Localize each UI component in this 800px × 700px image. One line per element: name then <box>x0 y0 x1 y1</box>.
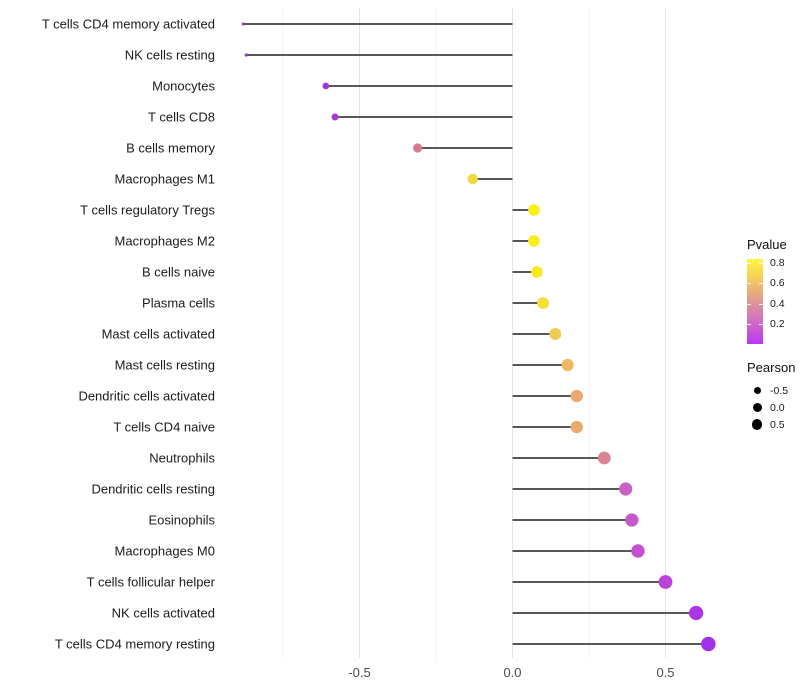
pvalue-legend-title: Pvalue <box>747 237 787 252</box>
pvalue-tick-label: 0.4 <box>770 297 785 310</box>
dot <box>570 389 583 403</box>
dot <box>570 420 583 434</box>
row-label: Dendritic cells activated <box>78 389 215 404</box>
pvalue-colorbar-wrap: 0.8 0.6 0.4 0.2 <box>747 257 787 344</box>
pearson-legend-item: 0.5 <box>747 416 795 433</box>
pearson-legend-item: -0.5 <box>747 382 795 399</box>
pvalue-tick-notch <box>747 323 751 325</box>
pearson-legend-label: 0.0 <box>770 401 785 414</box>
row-label: Macrophages M2 <box>115 234 215 249</box>
x-tick-label: 0.0 <box>503 665 521 680</box>
pearson-legend: Pearson -0.5 0.0 0.5 <box>747 360 795 433</box>
row-label: Neutrophils <box>149 451 215 466</box>
row-label: Mast cells activated <box>102 327 215 342</box>
row-label: B cells memory <box>126 141 215 156</box>
pearson-legend-item: 0.0 <box>747 399 795 416</box>
dot <box>619 482 633 496</box>
row-label: Eosinophils <box>149 513 216 528</box>
row-label: T cells CD4 naive <box>113 420 215 435</box>
dot <box>631 544 645 558</box>
pvalue-tick-notch <box>747 303 751 305</box>
dot <box>537 297 549 309</box>
dot <box>322 82 330 90</box>
pvalue-tick-notch <box>747 263 751 265</box>
dot <box>331 113 339 121</box>
pearson-legend-label: -0.5 <box>770 384 789 397</box>
pvalue-tick-label: 0.6 <box>770 277 785 290</box>
pearson-legend-title: Pearson <box>747 360 796 375</box>
row-label: T cells CD4 memory activated <box>42 17 215 32</box>
pvalue-colorbar-gradient <box>747 259 763 344</box>
dot <box>241 22 245 26</box>
row-label: T cells follicular helper <box>87 575 216 590</box>
pvalue-tick-notch <box>747 283 751 285</box>
dot <box>625 513 639 527</box>
pvalue-tick-notch <box>759 323 763 325</box>
pvalue-tick-notch <box>759 303 763 305</box>
pvalue-tick-label: 0.8 <box>770 257 785 270</box>
dot <box>467 173 478 185</box>
dot <box>658 575 673 589</box>
row-label: B cells naive <box>142 265 215 280</box>
row-label: T cells CD8 <box>148 110 215 125</box>
pvalue-tick-notch <box>759 283 763 285</box>
pvalue-tick-label: 0.2 <box>770 317 785 330</box>
row-label: NK cells activated <box>112 606 215 621</box>
row-label: Mast cells resting <box>115 358 215 373</box>
x-tick-label: -0.5 <box>348 665 370 680</box>
dot <box>561 358 574 372</box>
pvalue-tick-notch <box>759 263 763 265</box>
x-tick-label: 0.5 <box>656 665 674 680</box>
row-label: NK cells resting <box>125 48 215 63</box>
row-label: T cells regulatory Tregs <box>80 203 215 218</box>
pvalue-legend: Pvalue 0.8 0.6 0.4 0.2 <box>747 237 787 344</box>
dot <box>413 143 423 153</box>
row-label: T cells CD4 memory resting <box>55 637 215 652</box>
pearson-legend-dot <box>751 419 763 430</box>
dot <box>244 53 248 57</box>
dot <box>528 204 540 216</box>
row-label: Macrophages M1 <box>115 172 215 187</box>
dot <box>531 266 543 278</box>
dot <box>701 636 716 652</box>
pearson-legend-dot <box>752 403 762 412</box>
pearson-legend-label: 0.5 <box>770 418 785 431</box>
pearson-legend-items: -0.5 0.0 0.5 <box>747 382 795 433</box>
pearson-legend-dot <box>753 387 761 394</box>
dot <box>597 451 611 465</box>
row-label: Dendritic cells resting <box>91 482 215 497</box>
dot <box>528 235 540 247</box>
dot <box>549 328 562 340</box>
dot <box>688 605 704 621</box>
row-label: Plasma cells <box>142 296 215 311</box>
row-label: Monocytes <box>152 79 215 94</box>
row-label: Macrophages M0 <box>115 544 215 559</box>
